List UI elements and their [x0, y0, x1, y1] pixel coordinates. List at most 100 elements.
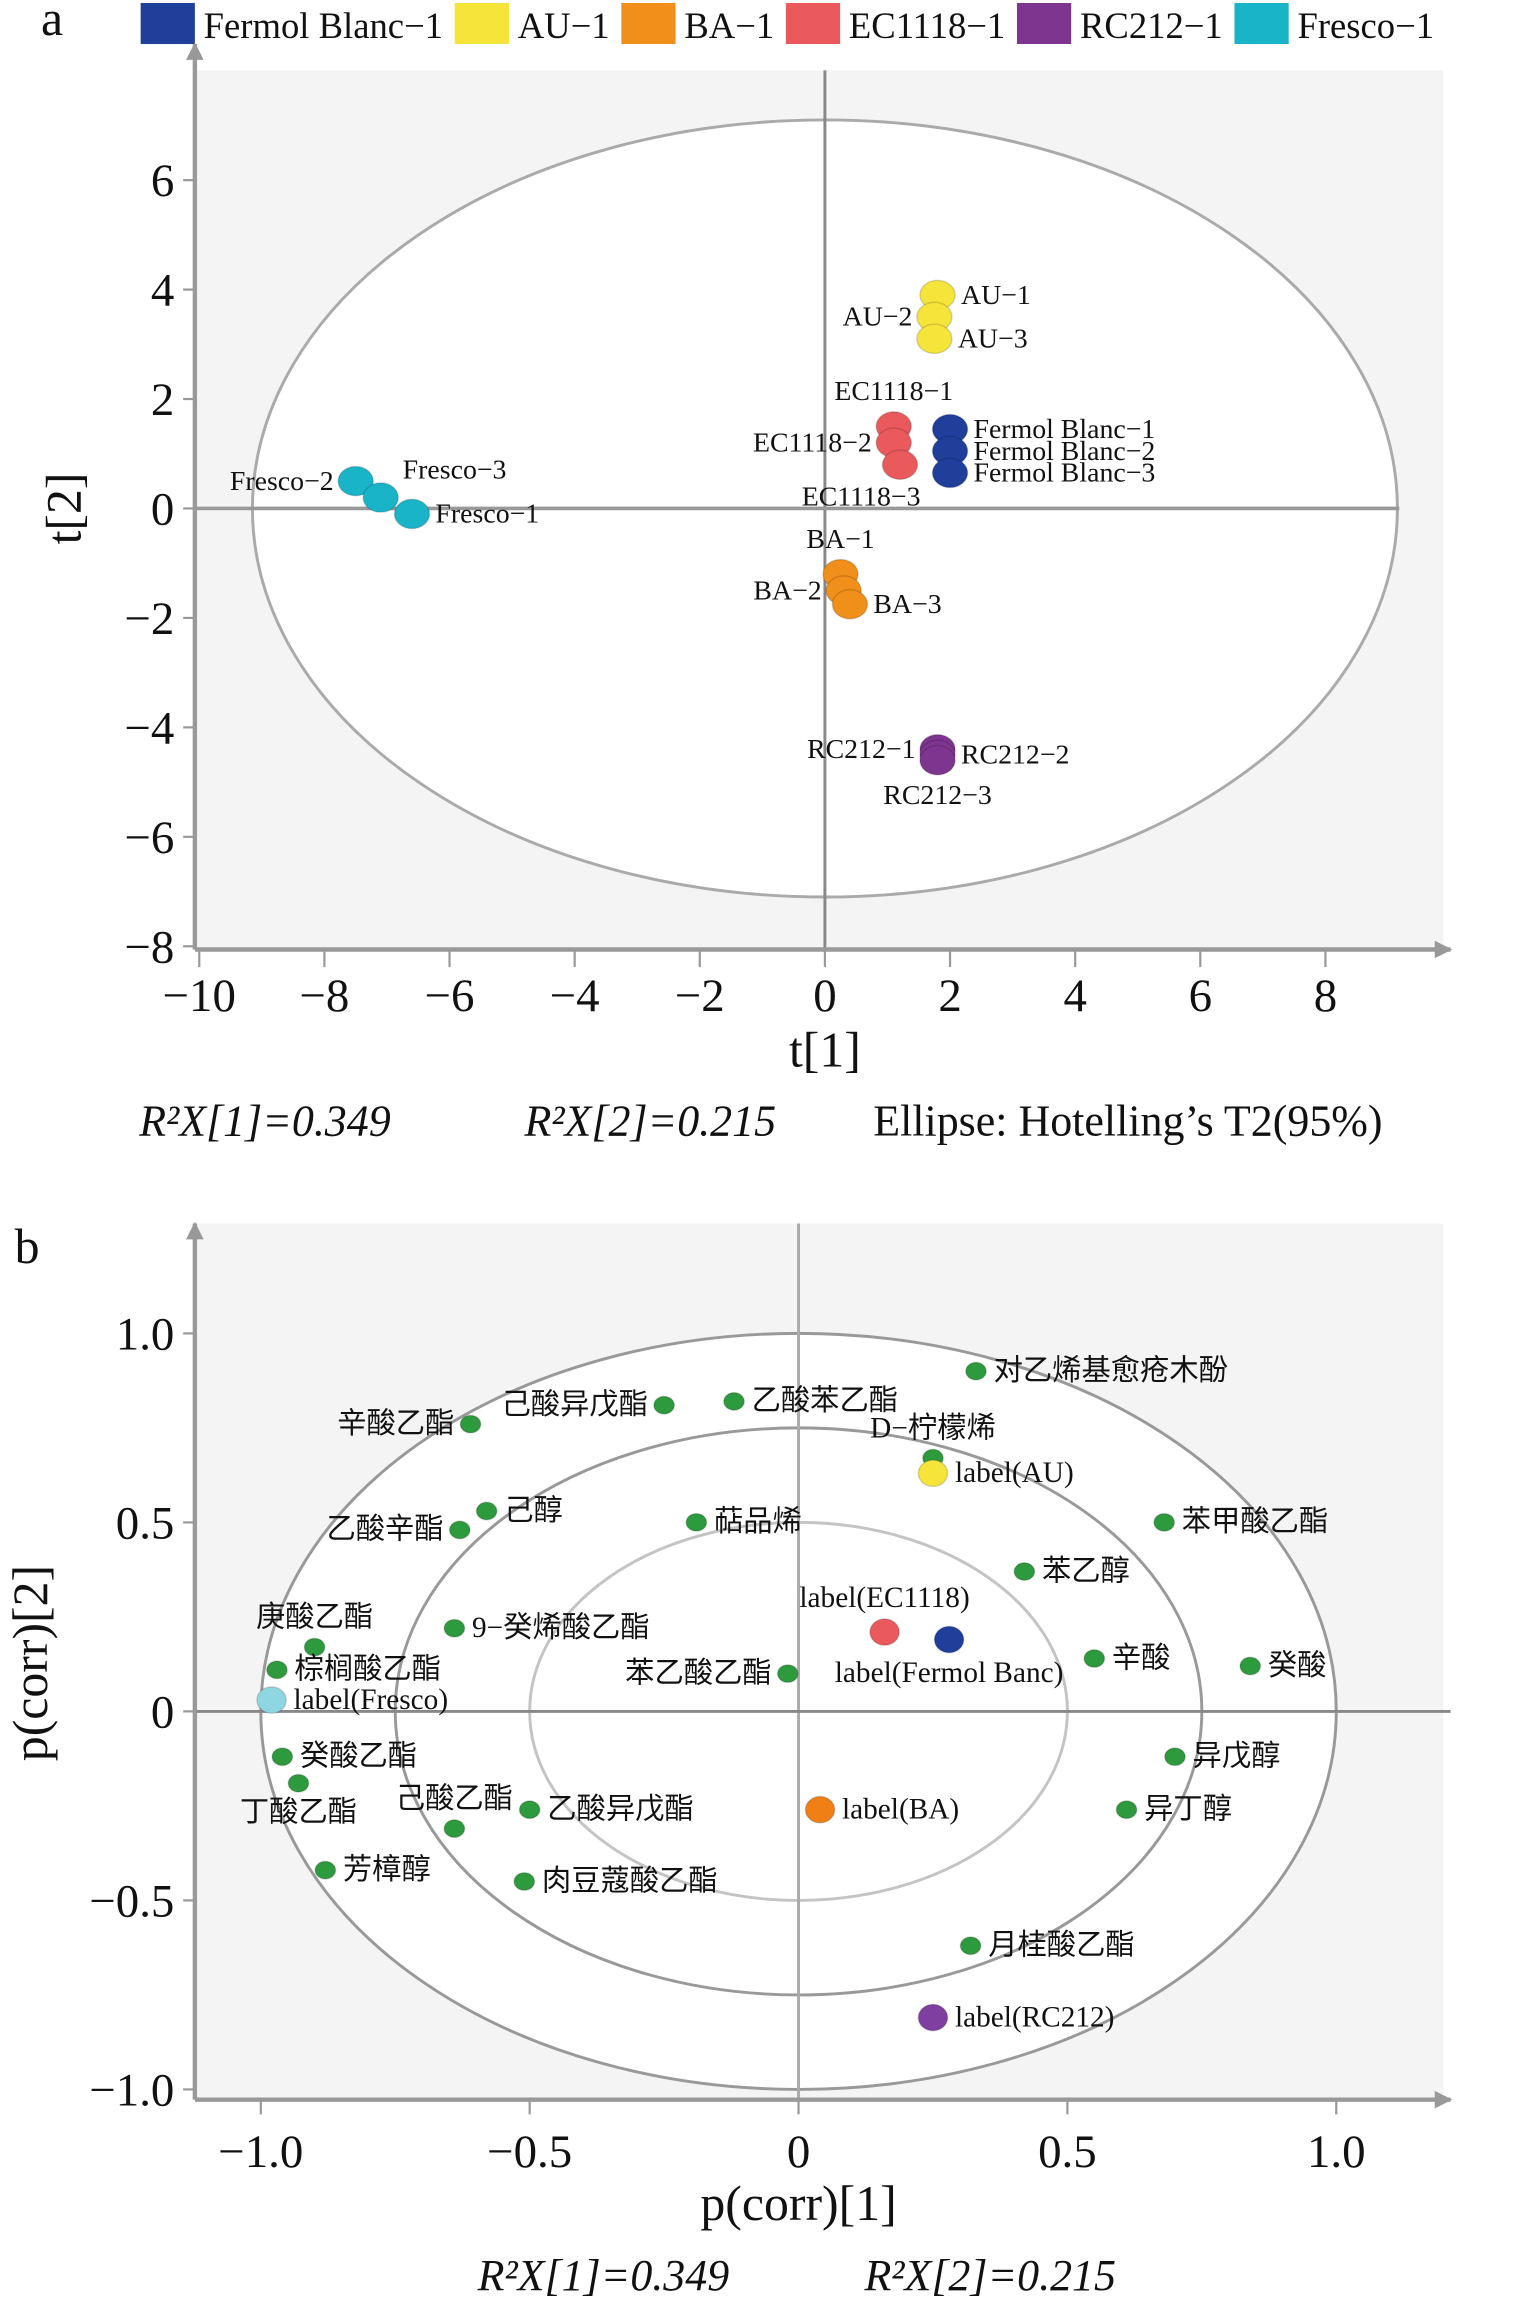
variable-point	[513, 1871, 536, 1892]
variable-label: 乙酸辛酯	[326, 1513, 443, 1546]
variable-label: label(Fermol Banc)	[835, 1657, 1064, 1689]
footer-stat: R²X[2]=0.215	[863, 2251, 1116, 2299]
variable-label: 苯乙酸乙酯	[625, 1656, 771, 1689]
point-label: BA−3	[873, 589, 941, 620]
variable-point	[959, 1936, 982, 1956]
x-tick-label: 2	[938, 970, 961, 1022]
variable-label: 月桂酸乙酯	[988, 1929, 1134, 1962]
score-point	[362, 482, 400, 513]
variable-point	[1013, 1562, 1036, 1582]
variable-label: 棕榈酸乙酯	[295, 1653, 441, 1686]
legend-swatch	[785, 2, 841, 45]
x-tick-label: 0	[813, 970, 836, 1022]
y-tick-label: −4	[124, 702, 174, 754]
y-tick-label: −6	[124, 812, 174, 864]
point-label: EC1118−3	[802, 482, 921, 513]
variable-label: 异戊醇	[1193, 1740, 1281, 1773]
score-point	[337, 465, 374, 497]
variable-point	[653, 1395, 676, 1415]
point-label: Fermol Blanc−1	[973, 414, 1155, 445]
score-point	[393, 498, 431, 530]
point-label: Fresco−3	[403, 454, 507, 485]
score-point	[831, 588, 869, 620]
variable-point	[459, 1414, 482, 1434]
point-label: Fermol Blanc−2	[973, 436, 1155, 467]
x-tick-label: 8	[1314, 970, 1337, 1022]
variable-point	[776, 1664, 799, 1684]
y-tick-label: 2	[151, 374, 174, 426]
score-point	[916, 323, 953, 355]
variable-label: 苯乙醇	[1042, 1554, 1130, 1587]
footer-stat: R²X[1]=0.349	[477, 2251, 730, 2299]
score-point	[881, 449, 919, 481]
class-label-point	[804, 1795, 836, 1824]
variable-point	[265, 1660, 288, 1680]
variable-label: 乙酸苯乙酯	[752, 1384, 898, 1417]
class-label-point	[256, 1686, 287, 1714]
y-tick-label: 0	[151, 484, 174, 536]
legend-label: BA−1	[684, 5, 774, 46]
variable-point	[448, 1520, 471, 1540]
variable-label: label(Fresco)	[294, 1684, 449, 1716]
x-tick-label: −4	[550, 970, 600, 1022]
point-label: AU−1	[961, 280, 1031, 311]
variable-label: 萜品烯	[714, 1505, 802, 1538]
point-label: Fermol Blanc−3	[973, 458, 1155, 489]
legend-label: AU−1	[518, 5, 610, 46]
variable-point	[1083, 1648, 1106, 1669]
variable-label: 芳樟醇	[343, 1853, 431, 1886]
variable-label: 丁酸乙酯	[240, 1795, 357, 1828]
x-tick-label: −6	[425, 970, 475, 1022]
y-tick-label: 1.0	[116, 1309, 175, 1361]
variable-label: 辛酸乙酯	[337, 1407, 454, 1440]
y-tick-label: −2	[124, 593, 174, 645]
variable-point	[443, 1819, 466, 1839]
variable-label: 乙酸异戊酯	[547, 1792, 693, 1825]
x-tick-label: −8	[299, 970, 349, 1022]
variable-point	[443, 1618, 466, 1638]
variable-label: 己醇	[504, 1494, 563, 1527]
x-tick-label: 0.5	[1038, 2126, 1097, 2178]
y-tick-label: 0	[151, 1687, 174, 1739]
y-axis-title: t[2]	[37, 473, 92, 545]
legend-item: Fermol Blanc−1	[140, 2, 443, 46]
variable-point	[964, 1361, 987, 1381]
point-label: RC212−1	[807, 734, 915, 765]
variable-label: 癸酸	[1268, 1649, 1327, 1682]
y-axis-title: p(corr)[2]	[3, 1565, 58, 1761]
point-label: AU−2	[843, 302, 913, 333]
legend-swatch	[454, 2, 509, 45]
point-label: Fresco−2	[230, 466, 334, 497]
variable-point	[685, 1512, 708, 1532]
legend-label: Fresco−1	[1297, 5, 1434, 46]
variable-label: 辛酸	[1112, 1641, 1171, 1674]
legend-item: AU−1	[454, 2, 610, 46]
x-tick-label: −10	[163, 970, 236, 1022]
panel-label: a	[41, 0, 63, 46]
variable-point	[475, 1501, 498, 1521]
y-tick-label: −1.0	[89, 2065, 174, 2117]
footer-stat: R²X[1]=0.349	[138, 1097, 391, 1146]
score-point	[919, 744, 956, 776]
variable-label: label(BA)	[842, 1793, 959, 1825]
variable-point	[518, 1800, 541, 1820]
point-label: AU−3	[958, 324, 1028, 355]
point-label: BA−2	[753, 575, 821, 606]
variable-label: 肉豆蔻酸乙酯	[542, 1864, 718, 1897]
legend-item: BA−1	[621, 2, 774, 46]
legend-swatch	[621, 2, 676, 45]
legend: Fermol Blanc−1 AU−1 BA−1 EC1118−1 RC212−1 Fre…	[140, 2, 1434, 46]
variable-label: 对乙烯基愈疮木酚	[994, 1354, 1228, 1387]
y-tick-label: 4	[151, 265, 174, 317]
point-label: EC1118−2	[753, 428, 872, 459]
x-tick-label: 1.0	[1307, 2126, 1366, 2178]
point-label: Fresco−1	[435, 499, 539, 530]
legend-swatch	[140, 2, 195, 45]
x-axis-title: t[1]	[789, 1023, 861, 1078]
x-tick-label: −0.5	[487, 2126, 572, 2178]
variable-point	[271, 1747, 294, 1767]
class-label-point	[917, 1459, 949, 1488]
variable-point	[287, 1773, 310, 1793]
panel-label: b	[15, 1219, 40, 1274]
variable-point	[1153, 1512, 1176, 1532]
